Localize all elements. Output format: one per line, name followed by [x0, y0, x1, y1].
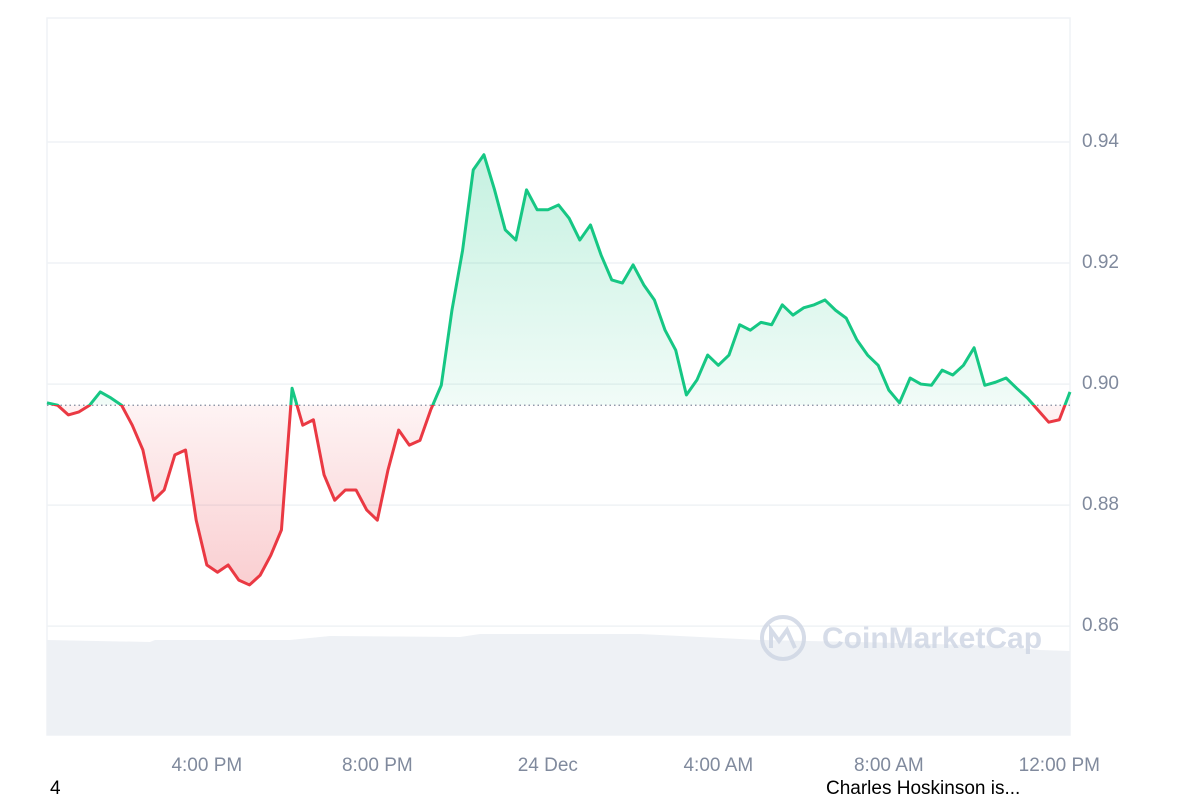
watermark-logo-mark — [769, 623, 797, 649]
grid: 0.86 0.88 0.90 0.92 0.94 — [47, 131, 1119, 636]
price-line — [46, 153, 1072, 587]
y-tick-label: 0.88 — [1082, 494, 1119, 515]
y-tick-label: 0.90 — [1082, 373, 1119, 394]
x-tick-label: 4:00 AM — [683, 755, 753, 776]
x-tick-label: 12:00 PM — [1019, 755, 1100, 776]
x-tick-label: 8:00 AM — [854, 755, 924, 776]
y-tick-label: 0.94 — [1082, 131, 1119, 152]
plot — [46, 153, 1072, 587]
watermark: CoinMarketCap — [760, 615, 1042, 661]
area — [47, 154, 1070, 585]
footer-right: Charles Hoskinson is... — [826, 778, 1020, 799]
y-tick-label: 0.92 — [1082, 252, 1119, 273]
x-tick-label: 4:00 PM — [171, 755, 242, 776]
x-tick-label: 8:00 PM — [342, 755, 413, 776]
watermark-text: CoinMarketCap — [822, 622, 1042, 655]
volume-area — [47, 634, 1070, 735]
x-axis: 4:00 PM 8:00 PM 24 Dec 4:00 AM 8:00 AM 12:00 … — [171, 755, 1100, 776]
y-tick-label: 0.86 — [1082, 615, 1119, 636]
x-tick-label: 24 Dec — [518, 755, 578, 776]
watermark-logo — [760, 615, 806, 661]
footer-left: 4 — [50, 778, 61, 799]
